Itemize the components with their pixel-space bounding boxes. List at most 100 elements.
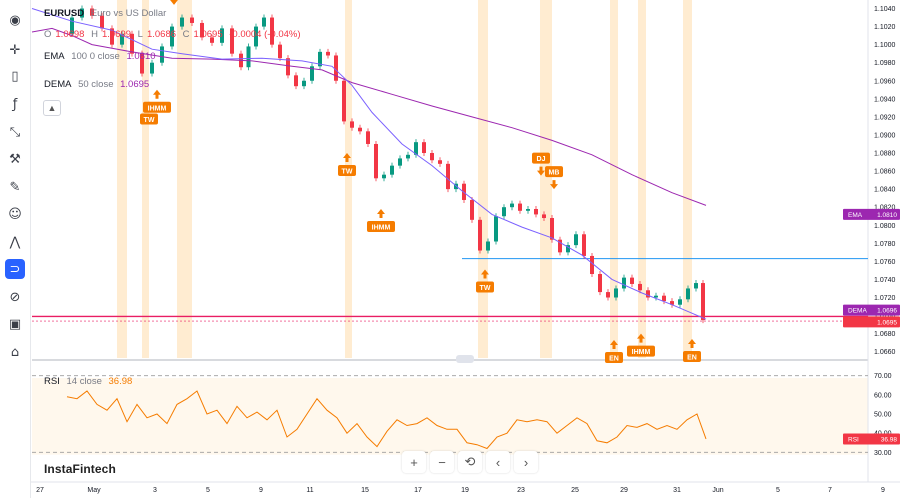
candle-body <box>478 219 482 251</box>
price-axis-tick: 1.0720 <box>874 295 896 302</box>
price-axis-tick: 1.0680 <box>874 331 896 338</box>
price-axis-tick: 1.0980 <box>874 60 896 67</box>
candle-body <box>302 80 306 87</box>
rsi-background-band <box>32 378 868 455</box>
last-price-tag-value: 1.0695 <box>877 319 897 326</box>
marker-label: TW <box>144 117 155 124</box>
rsi-axis-tick: 70.00 <box>874 373 892 380</box>
pattern-highlight-band <box>610 0 618 358</box>
time-axis-tick: 5 <box>206 487 210 494</box>
chevron-up-icon[interactable]: ▲ <box>43 100 61 116</box>
dema-legend[interactable]: DEMA 50 close 1.0695 <box>44 79 153 90</box>
candles-icon[interactable]: ▯ <box>11 68 19 84</box>
last-price-tag <box>843 316 900 328</box>
candle-body <box>90 8 94 16</box>
price-axis-tick: 1.0840 <box>874 187 896 194</box>
marker-arrow-up <box>688 339 696 349</box>
time-axis-tick: 23 <box>517 487 525 494</box>
candle-body <box>558 239 562 253</box>
price-axis-tick: 1.1020 <box>874 24 896 31</box>
symbol-ticker[interactable]: EURUSD <box>44 8 85 19</box>
candle-body <box>278 44 282 59</box>
price-axis-tick: 1.0860 <box>874 169 896 176</box>
candle-body <box>566 245 570 253</box>
marker-label: DJ <box>537 156 546 163</box>
candle-body <box>510 203 514 208</box>
candle-body <box>470 199 474 220</box>
brush-icon[interactable]: ⚒ <box>9 151 21 167</box>
brand-label: InstaFintech <box>44 462 116 476</box>
reset-button[interactable]: ⟲ <box>458 451 482 473</box>
candle-body <box>606 292 610 298</box>
marker-arrow-up <box>637 333 645 343</box>
marker-arrow-up <box>377 208 385 218</box>
scroll-right-button[interactable]: › <box>514 451 538 473</box>
dema-legend-name: DEMA <box>44 79 72 90</box>
rsi-tag-label: RSI <box>848 436 859 443</box>
pen-icon[interactable]: ✎ <box>9 179 21 195</box>
candle-body <box>210 37 214 43</box>
candle-body <box>286 58 290 76</box>
candle-body <box>590 255 594 275</box>
pane-resize-handle[interactable] <box>456 355 474 363</box>
candle-body <box>494 216 498 242</box>
rsi-legend[interactable]: RSI 14 close 36.98 <box>44 376 136 387</box>
price-axis-tick: 1.1000 <box>874 42 896 49</box>
rsi-axis-tick: 60.00 <box>874 392 892 399</box>
candle-body <box>622 277 626 289</box>
candle-body <box>438 160 442 164</box>
marker-arrow-up <box>343 153 351 163</box>
marker-badge <box>605 351 623 363</box>
pattern-highlight-band <box>177 0 192 358</box>
ema-legend-name: EMA <box>44 51 65 62</box>
pattern-highlight-band <box>478 0 488 358</box>
open-value: 1.0698 <box>55 29 85 40</box>
ema-legend[interactable]: EMA 100 0 close 1.0810 <box>44 51 160 62</box>
symbol-name: Euro vs US Dollar <box>90 8 167 19</box>
pattern-icon[interactable]: ⋀ <box>9 234 21 250</box>
scroll-left-button[interactable]: ‹ <box>486 451 510 473</box>
time-axis-tick: 7 <box>828 487 832 494</box>
marker-arrow-up <box>481 269 489 279</box>
candle-body <box>318 51 322 67</box>
rsi-tag <box>843 433 900 445</box>
candle-body <box>130 33 134 54</box>
rsi-axis-tick: 50.00 <box>874 412 892 419</box>
marker-label: TW <box>480 285 491 292</box>
lock-icon[interactable]: ▣ <box>8 316 22 332</box>
eye-off-icon[interactable]: ⊘ <box>9 289 21 305</box>
price-axis-tick: 1.0760 <box>874 259 896 266</box>
candle-body <box>180 17 184 27</box>
dema-line[interactable] <box>31 8 707 320</box>
candle-body <box>140 53 144 74</box>
marker-arrow-down <box>537 166 545 176</box>
price-axis-tick: 1.0940 <box>874 96 896 103</box>
function-icon[interactable]: ƒ <box>12 96 18 112</box>
candle-body <box>446 163 450 190</box>
rsi-legend-value: 36.98 <box>108 376 133 387</box>
logo-icon[interactable]: ◉ <box>9 12 21 28</box>
time-axis-tick: May <box>87 487 101 494</box>
candle-body <box>582 234 586 256</box>
rsi-legend-params: 14 close <box>66 376 102 387</box>
time-axis-tick: 9 <box>881 487 885 494</box>
pattern-highlight-band <box>345 0 352 358</box>
candle-body <box>574 234 578 246</box>
candle-body <box>80 8 84 18</box>
time-axis-tick: 25 <box>571 487 579 494</box>
zoom-out-button[interactable]: − <box>430 451 454 473</box>
marker-arrow-down <box>550 180 558 190</box>
magnet-icon[interactable]: ⊃ <box>5 259 25 279</box>
time-axis-tick: 29 <box>620 487 628 494</box>
ema-line[interactable] <box>31 27 707 206</box>
zoom-in-button[interactable]: + <box>402 451 426 473</box>
rsi-line[interactable] <box>66 390 707 450</box>
candle-body <box>430 153 434 161</box>
cursor-icon[interactable]: ⤡ <box>9 124 21 140</box>
home-icon[interactable]: ⌂ <box>10 344 20 360</box>
crosshair-icon[interactable]: ✛ <box>9 42 21 58</box>
marker-arrow-up <box>610 339 618 349</box>
candle-body <box>350 121 354 128</box>
emoji-icon[interactable]: ☺ <box>8 206 22 222</box>
